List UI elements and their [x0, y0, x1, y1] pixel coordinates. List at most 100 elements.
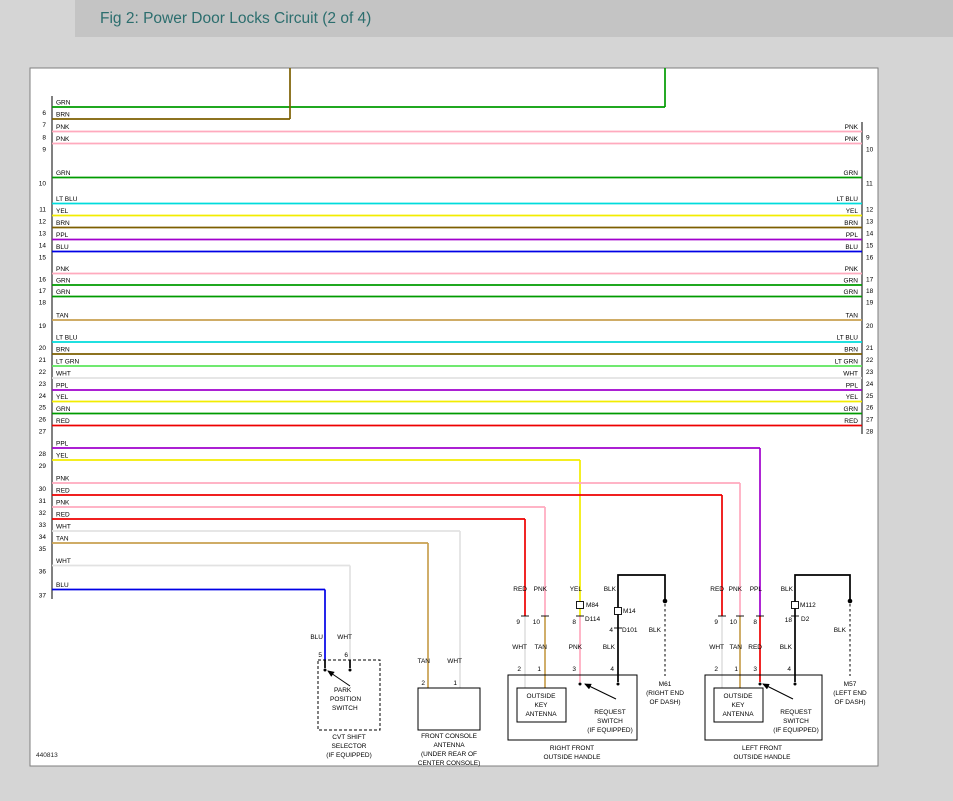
- wire-color-label-left: LT BLU: [56, 196, 78, 203]
- label-5: 5: [318, 652, 322, 659]
- label-2: 2: [714, 666, 718, 673]
- label-ppl: PPL: [750, 586, 763, 593]
- label-m57: M57: [844, 681, 857, 688]
- right-pin-number: 23: [866, 369, 874, 376]
- left-pin-number: 16: [39, 277, 47, 284]
- label-blu: BLU: [310, 634, 323, 641]
- left-pin-number: 33: [39, 522, 47, 529]
- label-3: 3: [753, 666, 757, 673]
- label-wht: WHT: [447, 658, 462, 665]
- switch-contact-dot-4: [758, 682, 762, 686]
- wire-segment-BLK-3: [617, 574, 666, 682]
- left-pin-number: 36: [39, 569, 47, 576]
- wire-color-label-right: PNK: [845, 266, 859, 273]
- left-front-outside-handle-box: [704, 674, 823, 741]
- right-pin-number: 12: [866, 207, 874, 214]
- wire-color-label-right: PPL: [846, 232, 859, 239]
- switch-contact-dot-3: [616, 682, 620, 686]
- left-pin-number: 14: [39, 243, 47, 250]
- label-4: 4: [787, 666, 791, 673]
- wire-color-label-right: PPL: [846, 383, 859, 390]
- wire-color-label-left: GRN: [56, 289, 71, 296]
- wire-color-label-left: BLU: [56, 244, 69, 251]
- left-pin-number: 20: [39, 345, 47, 352]
- wire-color-label-left: LT BLU: [56, 335, 78, 342]
- right-pin-number: 27: [866, 417, 874, 424]
- left-pin-number: 22: [39, 369, 47, 376]
- wire-color-label-right: GRN: [844, 406, 859, 413]
- label--if-equipped-: (IF EQUIPPED): [773, 727, 819, 734]
- wire-color-label-left: RED: [56, 418, 70, 425]
- left-pin-number: 37: [39, 593, 47, 600]
- label-4: 4: [609, 627, 613, 634]
- wire-color-label-left: TAN: [56, 536, 69, 543]
- wire-color-label-left: PNK: [56, 500, 70, 507]
- label-switch: SWITCH: [597, 718, 623, 725]
- wire-color-label-left: BRN: [56, 112, 70, 119]
- label-of-dash-: OF DASH): [834, 699, 865, 706]
- wire-color-label-right: GRN: [844, 278, 859, 285]
- label-pnk: PNK: [729, 586, 743, 593]
- wire-color-label-right: YEL: [846, 208, 859, 215]
- wire-color-label-left: PPL: [56, 232, 69, 239]
- label-red: RED: [748, 644, 762, 651]
- label-key: KEY: [731, 702, 745, 709]
- right-pin-number: 28: [866, 429, 874, 436]
- label-2: 2: [517, 666, 521, 673]
- left-pin-number: 26: [39, 417, 47, 424]
- wire-color-label-right: PNK: [845, 136, 859, 143]
- label-m14: M14: [623, 608, 636, 615]
- right-pin-number: 24: [866, 381, 874, 388]
- wire-color-label-left: WHT: [56, 371, 71, 378]
- label-1: 1: [453, 680, 457, 687]
- cvt-shift-selector-box: [317, 659, 381, 731]
- label-switch: SWITCH: [783, 718, 809, 725]
- label-antenna: ANTENNA: [525, 711, 557, 718]
- wire-color-label-left: GRN: [56, 278, 71, 285]
- wire-color-label-left: BLU: [56, 582, 69, 589]
- wire-color-label-left: LT GRN: [56, 359, 80, 366]
- wire-color-label-right: GRN: [844, 289, 859, 296]
- label-red: RED: [513, 586, 527, 593]
- diagram-panel: [29, 67, 879, 767]
- switch-contact-dot-5: [793, 682, 797, 686]
- label-6: 6: [344, 652, 348, 659]
- label-blk: BLK: [649, 627, 662, 634]
- right-pin-number: 17: [866, 277, 874, 284]
- label-request: REQUEST: [594, 709, 625, 716]
- label--left-end: (LEFT END: [833, 690, 867, 697]
- label-9: 9: [516, 619, 520, 626]
- left-pin-number: 15: [39, 255, 47, 262]
- label--under-rear-of: (UNDER REAR OF: [421, 751, 477, 758]
- junction-square-M112: [791, 601, 799, 609]
- label-wht: WHT: [709, 644, 724, 651]
- switch-contact-dot-1: [348, 668, 352, 672]
- right-pin-number: 22: [866, 357, 874, 364]
- label-d114: D114: [585, 616, 600, 623]
- left-pin-number: 28: [39, 451, 47, 458]
- label-3: 3: [572, 666, 576, 673]
- wire-color-label-right: YEL: [846, 394, 859, 401]
- wire-color-label-right: BLU: [845, 244, 858, 251]
- right-pin-number: 15: [866, 243, 874, 250]
- label-m61: M61: [659, 681, 672, 688]
- right-pin-number: 20: [866, 323, 874, 330]
- wire-color-label-left: GRN: [56, 170, 71, 177]
- wire-color-label-right: PNK: [845, 124, 859, 131]
- left-pin-number: 30: [39, 486, 47, 493]
- right-outside-key-antenna-box: [516, 687, 567, 723]
- label-pnk: PNK: [569, 644, 583, 651]
- label-outside-handle: OUTSIDE HANDLE: [543, 754, 601, 761]
- label-park: PARK: [334, 687, 352, 694]
- front-console-antenna-box: [417, 687, 481, 731]
- label-switch: SWITCH: [332, 705, 358, 712]
- label-antenna: ANTENNA: [722, 711, 754, 718]
- left-pin-number: 8: [42, 135, 46, 142]
- label-1: 1: [734, 666, 738, 673]
- wire-color-label-right: RED: [844, 418, 858, 425]
- left-pin-number: 31: [39, 498, 47, 505]
- label-18: 18: [785, 617, 793, 624]
- wire-color-label-left: PNK: [56, 136, 70, 143]
- right-pin-number: 21: [866, 345, 874, 352]
